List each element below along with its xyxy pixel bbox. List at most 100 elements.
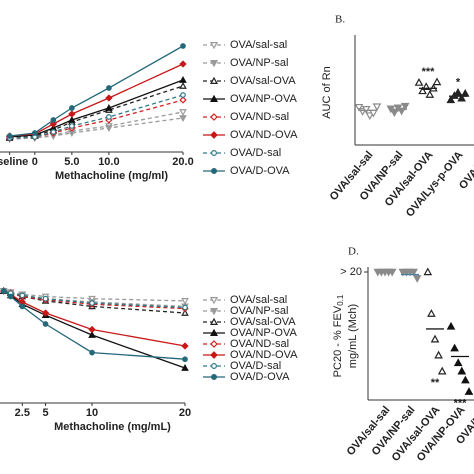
legend-label: OVA/ND-sal — [230, 111, 289, 123]
series-line — [3, 290, 186, 310]
marker — [209, 94, 219, 103]
x-tick-label: 10.0 — [98, 156, 119, 168]
marker — [106, 85, 112, 91]
series-line — [3, 290, 186, 302]
marker — [409, 268, 418, 277]
marker — [181, 308, 189, 316]
x-tick-label: 20 — [179, 407, 191, 419]
marker — [461, 375, 470, 384]
legend-label: OVA/ND-OVA — [230, 349, 298, 361]
marker — [181, 298, 189, 305]
series-line — [9, 85, 184, 139]
legend-label: OVA/D-sal — [230, 147, 281, 159]
legend-label: OVA/ND-OVA — [230, 129, 298, 141]
marker — [105, 94, 113, 102]
marker — [88, 295, 96, 303]
marker — [209, 317, 219, 325]
series-line — [9, 45, 184, 137]
marker — [88, 325, 96, 334]
marker — [210, 351, 218, 359]
marker — [453, 87, 463, 96]
marker — [7, 293, 14, 300]
marker — [68, 110, 76, 118]
marker — [105, 125, 113, 133]
marker — [460, 89, 470, 97]
marker — [182, 304, 188, 311]
panel-title: B. — [335, 14, 345, 26]
legend-label: OVA/NP-OVA — [230, 327, 297, 339]
legend-label: OVA/NP-sal — [230, 57, 288, 69]
y-axis-label-sub: 0.1 — [336, 294, 345, 306]
marker — [453, 358, 463, 367]
marker — [68, 115, 76, 123]
y-axis-label-main: PC20 - % FEV — [332, 305, 344, 377]
x-tick-label: aseline — [0, 156, 28, 168]
significance: *** — [422, 66, 436, 78]
marker — [179, 109, 187, 117]
series-line — [9, 94, 184, 139]
series-line — [3, 290, 186, 309]
marker — [211, 363, 218, 370]
marker — [209, 328, 219, 336]
marker — [434, 350, 443, 359]
x-tick-label: 5 — [42, 407, 48, 419]
panel-title: D. — [348, 246, 359, 258]
marker — [365, 112, 375, 121]
x-axis-label: Methacholine (mg/mL) — [54, 421, 171, 433]
marker — [457, 366, 467, 375]
legend-label: OVA/sal-sal — [230, 39, 287, 51]
series-line — [9, 79, 184, 138]
marker — [41, 309, 50, 317]
y-axis-label-main: AUC of Rn — [321, 66, 333, 119]
marker — [211, 168, 218, 175]
marker — [179, 81, 187, 89]
marker — [210, 113, 218, 121]
significance: ** — [431, 377, 440, 389]
marker — [361, 106, 371, 114]
x-tick-label: 2.5 — [15, 407, 30, 419]
marker — [372, 103, 382, 112]
marker — [425, 90, 435, 98]
marker — [418, 86, 427, 95]
y-axis-label: AUC of Rn — [321, 66, 333, 119]
legend-label: OVA/sal-sal — [230, 294, 287, 306]
marker — [106, 114, 112, 120]
marker — [446, 95, 456, 104]
legend-label: OVA/sal-OVA — [230, 75, 296, 87]
marker — [209, 76, 219, 85]
legend-label: OVA/D-OVA — [230, 165, 290, 177]
marker — [69, 123, 75, 129]
marker — [50, 129, 57, 135]
significance: * — [456, 76, 461, 88]
x-tick-label: 5.0 — [64, 156, 79, 168]
series-line — [9, 117, 184, 140]
marker — [89, 349, 95, 356]
significance: *** — [454, 398, 468, 410]
marker — [400, 102, 410, 111]
legend-label: OVA/NP-sal — [230, 305, 288, 317]
marker — [19, 292, 26, 299]
marker — [437, 366, 447, 375]
legend-label: OVA/sal-OVA — [230, 316, 296, 328]
marker — [89, 300, 95, 306]
marker — [464, 387, 474, 395]
marker — [430, 334, 440, 343]
marker — [450, 343, 459, 352]
legend-label: OVA/D-OVA — [230, 371, 290, 383]
legend-label: OVA/NP-OVA — [230, 93, 297, 105]
marker — [105, 103, 113, 111]
marker — [210, 340, 218, 348]
marker — [181, 342, 189, 350]
marker — [390, 109, 399, 117]
marker — [42, 321, 49, 327]
marker — [69, 105, 75, 111]
x-axis-label: Methacholine (mg/ml) — [55, 170, 168, 182]
marker — [179, 75, 187, 83]
marker — [49, 120, 57, 128]
marker — [182, 356, 188, 363]
y-tick-label: > 20 — [340, 266, 362, 278]
marker — [414, 77, 424, 86]
marker — [457, 93, 466, 102]
x-tick-label: 10 — [86, 407, 98, 419]
